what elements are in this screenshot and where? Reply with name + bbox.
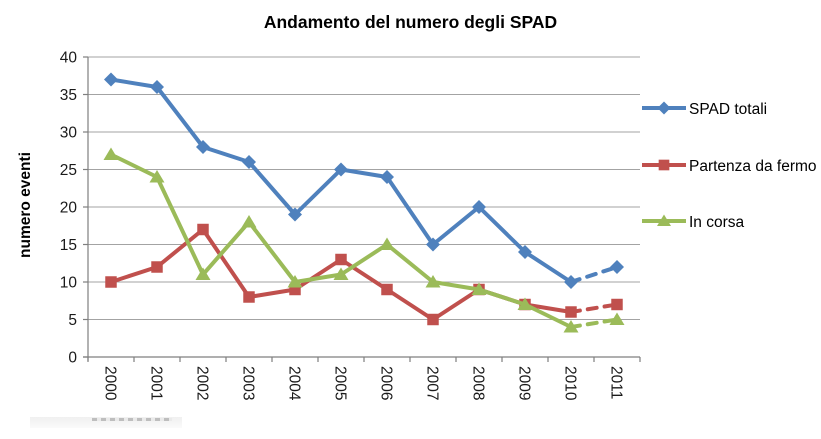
triangle-marker xyxy=(103,147,119,160)
triangle-marker xyxy=(241,215,257,228)
legend-label: SPAD totali xyxy=(689,101,768,118)
triangle-marker xyxy=(379,237,395,250)
x-tick-label: 2004 xyxy=(286,366,303,401)
y-tick-label: 40 xyxy=(60,50,78,67)
diamond-marker xyxy=(242,155,256,169)
triangle-marker xyxy=(195,267,211,280)
square-marker xyxy=(381,283,393,296)
legend-item: In corsa xyxy=(642,208,744,237)
square-marker xyxy=(105,276,117,288)
triangle-marker xyxy=(471,282,487,295)
diamond-marker xyxy=(196,140,210,154)
triangle-marker xyxy=(609,312,625,325)
diamond-marker xyxy=(334,162,348,177)
y-tick-label: 35 xyxy=(60,87,77,104)
y-tick-label: 30 xyxy=(60,125,78,142)
square-marker xyxy=(427,313,439,326)
diamond-marker xyxy=(150,80,164,94)
y-tick-label: 25 xyxy=(60,162,77,179)
x-tick-label: 2003 xyxy=(240,366,257,400)
x-tick-label: 2011 xyxy=(608,366,625,399)
square-marker xyxy=(151,261,163,273)
legend: SPAD totali Partenza da fermo In corsa xyxy=(642,0,820,300)
series-line-forecast xyxy=(569,265,619,284)
y-tick-label: 15 xyxy=(60,237,77,254)
chart-title: Andamento del numero degli SPAD xyxy=(263,12,558,32)
x-tick-label: 2005 xyxy=(332,366,349,400)
triangle-marker xyxy=(149,170,165,183)
triangle-marker xyxy=(287,275,303,288)
y-tick-label: 10 xyxy=(60,275,78,292)
diamond-legend-marker-icon xyxy=(642,101,686,115)
triangle-marker xyxy=(425,275,441,288)
square-marker xyxy=(335,253,347,266)
legend-item: Partenza da fermo xyxy=(642,152,817,181)
diamond-marker xyxy=(104,72,118,87)
diamond-marker xyxy=(288,207,302,222)
diamond-marker xyxy=(610,260,624,274)
x-tick-label: 2001 xyxy=(148,366,165,400)
triangle-legend-marker-icon xyxy=(642,214,686,226)
diamond-marker xyxy=(380,170,394,184)
triangle-marker xyxy=(333,267,349,280)
diamond-marker xyxy=(564,275,578,289)
x-tick-label: 2007 xyxy=(424,366,441,400)
x-tick-label: 2009 xyxy=(516,366,533,400)
square-marker xyxy=(197,223,209,236)
triangle-marker xyxy=(563,320,579,333)
square-marker xyxy=(243,291,255,303)
x-tick-label: 2010 xyxy=(562,366,579,401)
x-tick-label: 2000 xyxy=(102,366,119,401)
legend-label: Partenza da fermo xyxy=(689,158,817,175)
y-tick-label: 0 xyxy=(68,350,77,367)
series-line-forecast xyxy=(569,317,619,329)
x-tick-label: 2002 xyxy=(194,366,211,400)
series-line xyxy=(109,77,573,284)
series-line xyxy=(109,152,573,329)
legend-item: SPAD totali xyxy=(642,95,767,124)
x-tick-label: 2008 xyxy=(470,366,487,400)
diamond-marker xyxy=(472,200,486,214)
legend-label: In corsa xyxy=(689,214,745,231)
cropped-text-artifact xyxy=(30,417,182,428)
triangle-marker xyxy=(517,297,533,310)
y-tick-label: 20 xyxy=(60,200,78,217)
x-tick-label: 2006 xyxy=(378,366,395,400)
series-line-forecast xyxy=(569,302,619,314)
square-legend-marker-icon xyxy=(642,159,686,171)
square-marker xyxy=(611,298,623,311)
diamond-marker xyxy=(518,245,532,259)
diamond-marker xyxy=(426,237,440,252)
y-tick-label: 5 xyxy=(68,312,77,329)
square-marker xyxy=(565,306,577,318)
